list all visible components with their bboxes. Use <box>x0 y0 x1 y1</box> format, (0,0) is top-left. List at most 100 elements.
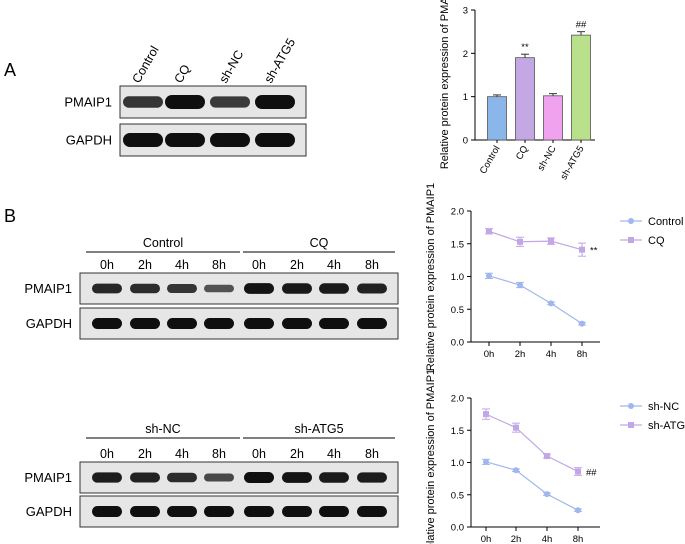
data-point <box>575 507 581 514</box>
x-tick-label: CQ <box>514 144 531 162</box>
blot-band <box>204 473 234 482</box>
line-chart-shnc-shatg5: Relative protein expression of PMAIP1 0.… <box>425 369 685 544</box>
y-tick-label: 1.0 <box>451 458 464 469</box>
blot-band <box>244 506 274 517</box>
y-tick-label: 3 <box>463 6 468 17</box>
blot-band <box>167 472 197 483</box>
legend-marker <box>628 403 634 409</box>
bar <box>515 57 535 141</box>
blot-band <box>204 284 234 293</box>
data-point <box>544 491 550 498</box>
blot-band <box>210 133 250 147</box>
legend-label: Control <box>648 216 683 228</box>
lane-label: 0h <box>252 447 266 461</box>
row-label: PMAIP1 <box>64 95 112 110</box>
blot-band <box>319 472 349 483</box>
data-point <box>486 228 492 235</box>
data-point <box>486 272 492 279</box>
lane-label: 4h <box>175 447 189 461</box>
data-point <box>575 468 581 475</box>
y-tick-label: 2.0 <box>451 394 464 405</box>
blot-band <box>123 96 163 108</box>
blot-band <box>130 283 160 294</box>
lane-label: 0h <box>100 447 114 461</box>
y-tick-label: 2 <box>463 49 468 60</box>
blot-band <box>357 506 387 517</box>
data-point <box>517 238 523 245</box>
row-label: PMAIP1 <box>24 281 72 296</box>
legend-marker <box>628 218 634 224</box>
blot-band <box>282 318 312 329</box>
lane-label: 2h <box>138 258 152 272</box>
blot-band <box>204 318 234 329</box>
lane-label: Control <box>129 44 161 86</box>
blot-band <box>92 506 122 517</box>
blot-band <box>92 318 122 329</box>
blot-band <box>319 283 349 294</box>
x-tick-label: 8h <box>573 534 584 544</box>
significance-mark: ## <box>576 20 587 31</box>
series-line <box>485 413 579 473</box>
blot-band <box>92 283 122 294</box>
y-tick-label: 0.0 <box>451 338 464 349</box>
blot-band <box>255 95 295 109</box>
lane-label: 0h <box>252 258 266 272</box>
blot-band <box>130 318 160 329</box>
lane-label: 0h <box>100 258 114 272</box>
significance-mark: ** <box>590 246 598 257</box>
series-line <box>488 230 583 251</box>
lane-label: sh-ATG5 <box>261 36 298 86</box>
blot-band <box>357 318 387 329</box>
y-tick-label: 0.0 <box>451 523 464 534</box>
x-tick-label: 0h <box>484 349 495 360</box>
lane-label: 4h <box>175 258 189 272</box>
legend-marker <box>628 422 634 428</box>
x-tick-label: Control <box>478 144 503 176</box>
blot-band <box>92 472 122 483</box>
x-tick-label: 2h <box>515 349 526 360</box>
data-point <box>517 282 523 289</box>
lane-label: 2h <box>138 447 152 461</box>
blot-band <box>130 472 160 483</box>
data-point <box>579 320 585 327</box>
legend-label: CQ <box>648 235 665 247</box>
data-point <box>544 453 550 460</box>
row-label: GAPDH <box>26 504 72 519</box>
panel-label-b: B <box>4 206 16 226</box>
row-label: PMAIP1 <box>24 470 72 485</box>
data-point <box>513 424 519 431</box>
bar <box>543 95 563 141</box>
series-line <box>488 275 583 325</box>
blot-band <box>204 506 234 517</box>
blot-frame <box>79 307 399 340</box>
blot-band <box>165 133 205 147</box>
legend-label: sh-NC <box>648 401 679 413</box>
lane-label: 8h <box>212 447 226 461</box>
group-label: sh-ATG5 <box>294 422 343 436</box>
x-tick-label: 2h <box>511 534 522 544</box>
line-chart-2-ylabel: Relative protein expression of PMAIP1 <box>425 369 437 544</box>
bar-chart-ylabel: Relative protein expression of PMAIP1 <box>439 0 451 169</box>
blot-band <box>244 318 274 329</box>
y-tick-label: 1 <box>463 92 468 103</box>
blot-band <box>167 283 197 294</box>
blot-band <box>319 506 349 517</box>
lane-label: CQ <box>171 62 193 85</box>
line-chart-1-ylabel: Relative protein expression of PMAIP1 <box>425 183 437 371</box>
panel-label-a: A <box>4 60 16 80</box>
y-tick-label: 2.0 <box>451 207 464 218</box>
blot-band <box>123 133 163 147</box>
bar-chart-a: Relative protein expression of PMAIP1 0 1… <box>439 0 595 182</box>
series-line <box>485 461 579 511</box>
blot-band <box>357 283 387 294</box>
blot-band <box>244 283 274 294</box>
data-point <box>548 238 554 245</box>
blot-band <box>167 506 197 517</box>
western-blot-a: Control CQ sh-NC sh-ATG5 PMAIP1 GAPDH <box>64 36 307 157</box>
blot-band <box>210 96 250 108</box>
blot-band <box>167 318 197 329</box>
y-tick-label: 1.0 <box>451 272 464 283</box>
x-tick-label: 4h <box>546 349 557 360</box>
blot-band <box>319 318 349 329</box>
